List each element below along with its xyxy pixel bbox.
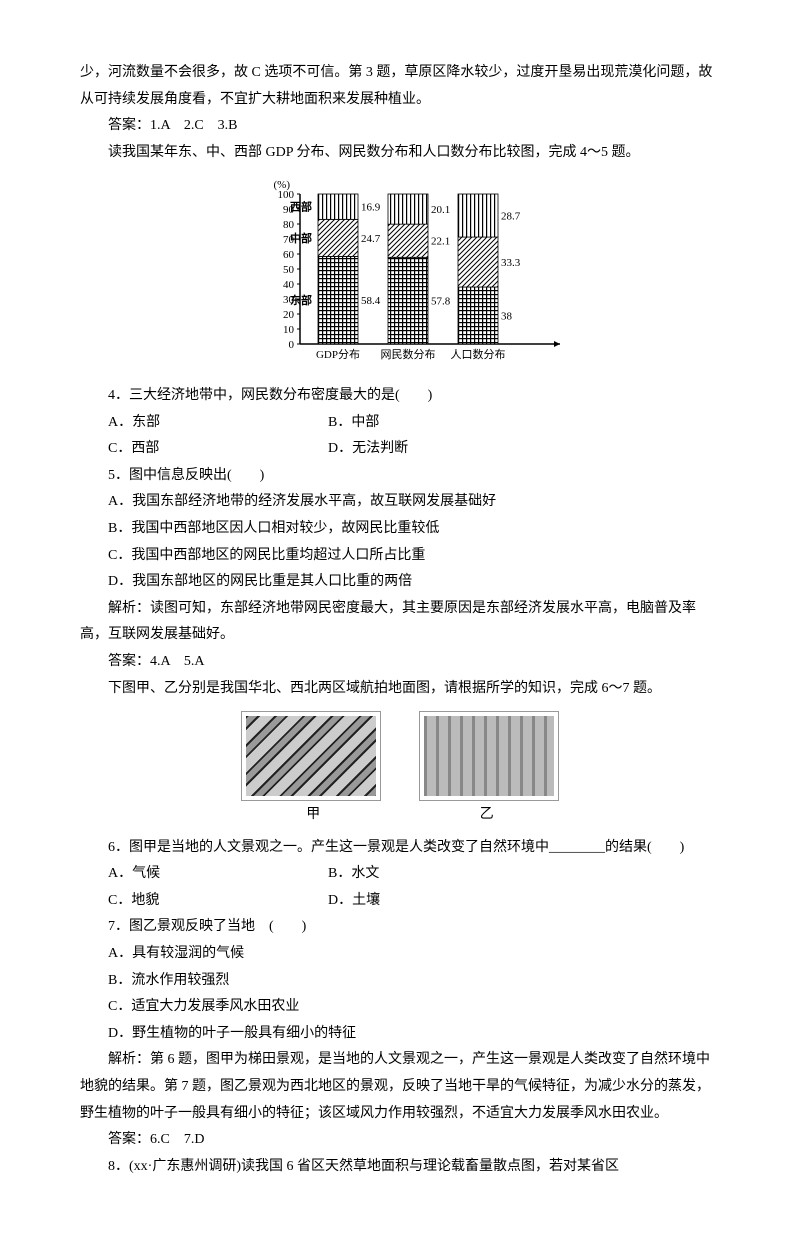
svg-text:80: 80 [283,219,295,231]
svg-text:20.1: 20.1 [431,204,450,216]
svg-text:33.3: 33.3 [501,257,521,269]
q6-option-d: D．土壤 [300,888,380,915]
q7-option-d: D．野生植物的叶子一般具有细小的特征 [80,1021,720,1048]
caption-jia: 甲 [228,802,398,829]
svg-text:人口数分布: 人口数分布 [451,348,506,361]
q4-option-c: C．西部 [80,436,300,463]
svg-text:58.4: 58.4 [361,296,381,308]
svg-text:24.7: 24.7 [361,233,381,245]
caption-yi: 乙 [402,802,572,829]
stem-4-5: 读我国某年东、中、西部 GDP 分布、网民数分布和人口数分布比较图，完成 4～5… [80,140,720,167]
q5-option-d: D．我国东部地区的网民比重是其人口比重的两倍 [80,569,720,596]
answer-1-3: 答案：1.A 2.C 3.B [80,113,720,140]
photo-jia [242,712,380,800]
svg-text:网民数分布: 网民数分布 [381,348,436,361]
answer-4-5: 答案：4.A 5.A [80,649,720,676]
q7-option-a: A．具有较湿润的气候 [80,941,720,968]
q4-option-d: D．无法判断 [300,436,408,463]
q4-option-a: A．东部 [80,410,300,437]
q5-stem: 5．图中信息反映出( ) [80,463,720,490]
q7-option-b: B．流水作用较强烈 [80,968,720,995]
q6-option-c: C．地貌 [80,888,300,915]
context-paragraph: 少，河流数量不会很多，故 C 选项不可信。第 3 题，草原区降水较少，过度开垦易… [80,60,720,113]
svg-text:10: 10 [283,324,295,336]
q6-option-b: B．水文 [300,861,379,888]
q7-stem: 7．图乙景观反映了当地 ( ) [80,914,720,941]
svg-text:20: 20 [283,309,295,321]
stem-6-7: 下图甲、乙分别是我国华北、西北两区域航拍地面图，请根据所学的知识，完成 6～7 … [80,676,720,703]
svg-text:40: 40 [283,279,295,291]
stacked-bar-chart: 0102030405060708090100(%)58.424.716.9GDP… [80,174,720,375]
q5-option-b: B．我国中西部地区因人口相对较少，故网民比重较低 [80,516,720,543]
svg-text:50: 50 [283,264,295,276]
q8-stem: 8．(xx·广东惠州调研)读我国 6 省区天然草地面积与理论载畜量散点图，若对某… [80,1154,720,1181]
svg-text:西部: 西部 [290,200,312,214]
svg-text:东部: 东部 [290,294,312,308]
svg-text:57.8: 57.8 [431,296,451,308]
q6-stem: 6．图甲是当地的人文景观之一。产生这一景观是人类改变了自然环境中________… [80,835,720,862]
svg-text:28.7: 28.7 [501,211,521,223]
q7-option-c: C．适宜大力发展季风水田农业 [80,994,720,1021]
aerial-photo-row [80,712,720,800]
svg-text:38: 38 [501,311,513,323]
answer-6-7: 答案：6.C 7.D [80,1127,720,1154]
photo-yi [420,712,558,800]
svg-text:0: 0 [289,339,295,351]
analysis-6-7: 解析：第 6 题，图甲为梯田景观，是当地的人文景观之一，产生这一景观是人类改变了… [80,1047,720,1127]
q5-option-a: A．我国东部经济地带的经济发展水平高，故互联网发展基础好 [80,489,720,516]
q5-option-c: C．我国中西部地区的网民比重均超过人口所占比重 [80,543,720,570]
svg-text:中部: 中部 [290,231,312,245]
q4-option-b: B．中部 [300,410,379,437]
analysis-4-5: 解析：读图可知，东部经济地带网民密度最大，其主要原因是东部经济发展水平高，电脑普… [80,596,720,649]
svg-text:(%): (%) [274,179,291,191]
q4-stem: 4．三大经济地带中，网民数分布密度最大的是( ) [80,383,720,410]
svg-text:22.1: 22.1 [431,236,450,248]
svg-text:16.9: 16.9 [361,202,381,214]
svg-text:GDP分布: GDP分布 [316,348,360,361]
q6-option-a: A．气候 [80,861,300,888]
svg-text:60: 60 [283,249,295,261]
